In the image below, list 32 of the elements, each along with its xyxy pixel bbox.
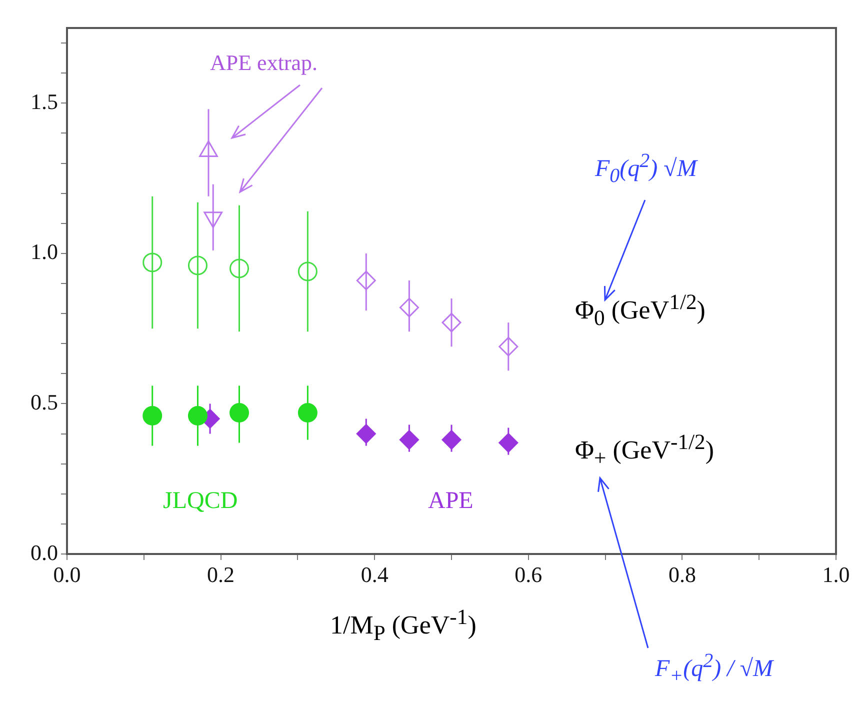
annotation: APE: [428, 488, 474, 515]
point: [188, 406, 208, 426]
point: [498, 336, 518, 356]
point: [442, 430, 462, 450]
annotation: F$_{0}$(q$^{2}$) √M: [595, 150, 697, 188]
point: [142, 406, 162, 426]
y-tick-label: 0.5: [30, 389, 58, 414]
point: [442, 312, 462, 332]
x-tick-label: 0.4: [360, 562, 388, 587]
x-tick-label: 1.0: [822, 562, 850, 587]
point: [498, 433, 518, 453]
x-axis-title: 1/M$_{P}$ (GeV$^{-1}$): [330, 605, 476, 646]
point: [298, 402, 318, 422]
annotation: JLQCD: [163, 488, 238, 515]
annotation: Φ$_{0}$ (GeV$^{1/2}$): [575, 290, 706, 331]
point: [142, 252, 162, 272]
point: [230, 402, 250, 422]
y-tick-label: 1.5: [30, 88, 58, 114]
x-tick-label: 0.2: [207, 562, 235, 587]
x-tick-label: 0.8: [668, 562, 696, 587]
point: [356, 424, 376, 444]
point: [399, 298, 419, 318]
point: [298, 262, 318, 282]
text: F$_{+}$(q$^{2}$) / √M: [655, 650, 773, 688]
annotation: Φ$_{+}$ (GeV$^{-1/2}$): [575, 430, 714, 471]
point: [188, 256, 208, 276]
x-tick-label: 0.6: [514, 562, 542, 587]
point: [230, 258, 250, 278]
point: [356, 270, 376, 290]
point: [399, 430, 419, 450]
annotation: APE extrap.: [210, 50, 318, 76]
y-tick-label: 1.0: [30, 239, 58, 264]
